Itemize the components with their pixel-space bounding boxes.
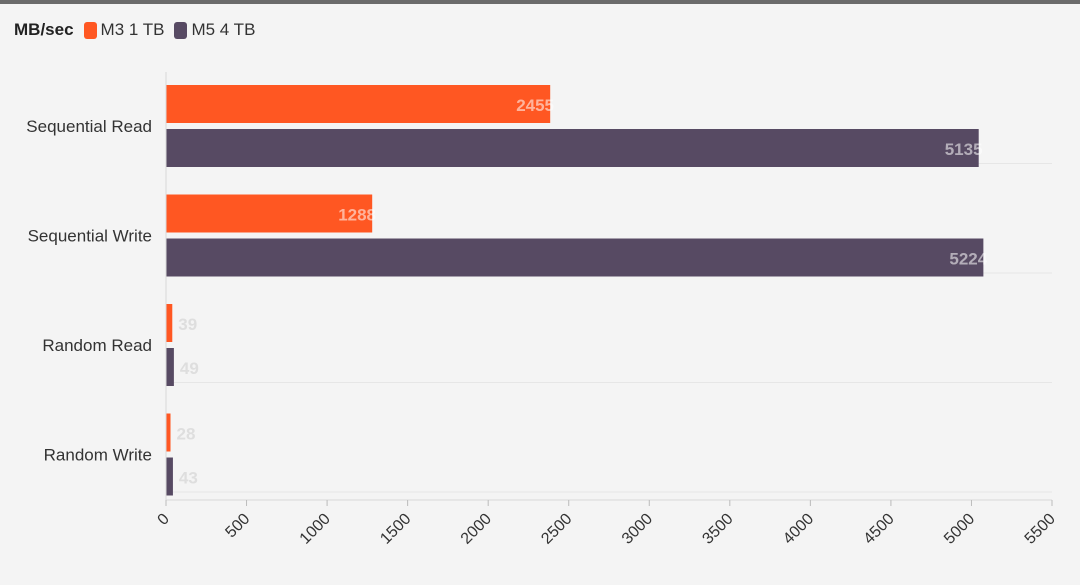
category-label: Random Read [42,336,152,355]
chart-legend: MB/sec M3 1 TB M5 4 TB [14,20,265,40]
x-tick-label: 3000 [619,510,656,547]
bar [166,85,551,123]
x-tick-label: 2000 [458,510,495,547]
bar [166,457,173,496]
unit-label: MB/sec [14,20,74,39]
legend-swatch-m3 [83,21,97,39]
data-label: 43 [179,469,198,488]
bar [166,129,979,167]
x-tick-label: 5500 [1022,510,1059,547]
data-label: 5224 [949,250,987,269]
legend-item-m3[interactable]: M3 1 TB [83,20,165,40]
bar [166,238,984,277]
x-tick-label: 5000 [941,510,978,547]
category-label: Random Write [44,446,152,465]
category-label: Sequential Read [26,117,152,136]
data-label: 5135 [945,140,983,159]
x-tick-label: 500 [222,510,253,541]
x-tick-label: 0 [155,510,173,528]
bar [166,348,174,386]
bar [166,194,373,233]
legend-label-m5: M5 4 TB [191,20,256,39]
data-label: 49 [180,359,199,378]
top-border [0,0,1080,4]
x-tick-label: 1000 [297,510,334,547]
category-label: Sequential Write [28,227,152,246]
x-tick-label: 4000 [780,510,817,547]
data-label: 1288 [338,206,376,225]
x-tick-label: 2500 [538,510,575,547]
legend-label-m3: M3 1 TB [100,20,165,39]
data-label: 2455 [516,96,554,115]
x-tick-label: 1500 [377,510,414,547]
bar [166,413,171,452]
bar [166,304,173,342]
data-label: 28 [177,425,196,444]
x-tick-label: 3500 [699,510,736,547]
x-tick-label: 4500 [861,510,898,547]
legend-swatch-m5 [174,21,188,39]
data-label: 39 [178,315,197,334]
legend-item-m5[interactable]: M5 4 TB [174,20,255,40]
